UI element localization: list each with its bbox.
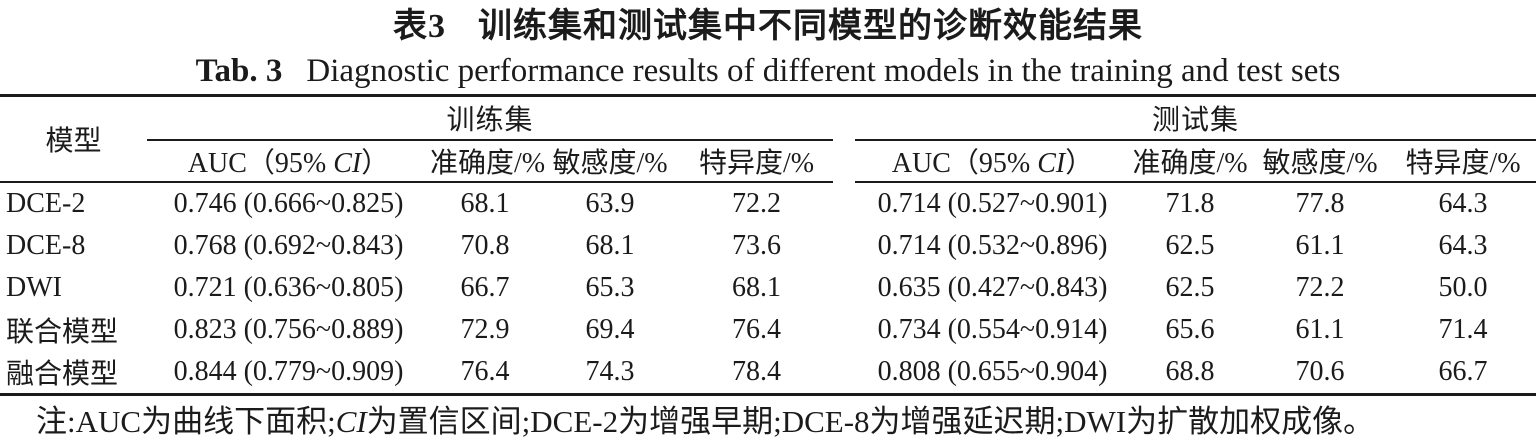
cell-train-specificity: 73.6	[732, 230, 781, 261]
cell-test-auc: 0.714 (0.527~0.901)	[877, 188, 1108, 219]
column-header-test-specificity: 特异度/%	[1390, 141, 1536, 183]
cell-model-name: DCE-8	[6, 230, 86, 261]
cell-model-name: 融合模型	[6, 359, 119, 390]
header-group-row: 模型 训练集 测试集	[0, 97, 1536, 183]
cell-model-name: DWI	[6, 272, 62, 303]
column-header-train-sensitivity: 敏感度/%	[540, 141, 680, 183]
table-row: DWI 0.721 (0.636~0.805) 66.7 65.3 68.1 0…	[0, 267, 1536, 309]
cell-test-specificity: 66.7	[1438, 356, 1488, 387]
performance-table: 模型 训练集 测试集 AUC（95% CI） 准确度/% 敏感度/% 特异度/%…	[0, 94, 1536, 396]
cell-train-auc: 0.844 (0.779~0.909)	[173, 356, 404, 387]
cell-train-accuracy: 72.9	[460, 314, 510, 345]
column-gap	[833, 267, 855, 309]
cell-test-specificity: 71.4	[1438, 314, 1488, 345]
cell-test-auc: 0.808 (0.655~0.904)	[877, 356, 1108, 387]
footnote-ci-italic: CI	[335, 404, 367, 439]
column-header-train-accuracy: 准确度/%	[430, 141, 545, 183]
column-gap	[833, 225, 855, 267]
cell-test-sensitivity: 61.1	[1295, 314, 1345, 345]
cell-test-auc: 0.714 (0.532~0.896)	[877, 230, 1108, 261]
column-group-test-set: 测试集	[855, 97, 1536, 141]
cell-train-auc: 0.746 (0.666~0.825)	[173, 188, 404, 219]
table-caption-zh: 表3 训练集和测试集中不同模型的诊断效能结果	[0, 0, 1536, 50]
cell-train-specificity: 76.4	[732, 314, 781, 345]
auc-label-close: ）	[361, 148, 390, 179]
cell-train-accuracy: 66.7	[460, 272, 510, 303]
cell-train-auc: 0.768 (0.692~0.843)	[173, 230, 404, 261]
footnote-text-before-ci: 注:AUC为曲线下面积;	[36, 404, 336, 439]
cell-train-specificity: 68.1	[732, 272, 781, 303]
cell-train-auc: 0.823 (0.756~0.889)	[173, 314, 404, 345]
cell-test-accuracy: 62.5	[1165, 272, 1215, 303]
header-metric-row: AUC（95% CI） 准确度/% 敏感度/% 特异度/% AUC（95% CI…	[0, 141, 1536, 183]
table-body: DCE-2 0.746 (0.666~0.825) 68.1 63.9 72.2…	[0, 183, 1536, 393]
cell-test-accuracy: 62.5	[1165, 230, 1215, 261]
cell-train-sensitivity: 63.9	[585, 188, 635, 219]
table-title-en: Diagnostic performance results of differ…	[306, 53, 1341, 89]
cell-test-accuracy: 71.8	[1165, 188, 1215, 219]
column-header-test-accuracy: 准确度/%	[1130, 141, 1251, 183]
cell-test-sensitivity: 72.2	[1295, 272, 1345, 303]
cell-train-sensitivity: 65.3	[585, 272, 635, 303]
cell-train-accuracy: 76.4	[460, 356, 510, 387]
table-caption-en: Tab. 3 Diagnostic performance results of …	[0, 50, 1536, 94]
cell-train-sensitivity: 69.4	[585, 314, 635, 345]
table-row: 联合模型 0.823 (0.756~0.889) 72.9 69.4 76.4 …	[0, 309, 1536, 351]
column-header-test-auc: AUC（95% CI）	[855, 141, 1131, 183]
table-row: 融合模型 0.844 (0.779~0.909) 76.4 74.3 78.4 …	[0, 351, 1536, 393]
cell-test-auc: 0.734 (0.554~0.914)	[877, 314, 1108, 345]
ci-italic-text: CI	[1037, 148, 1066, 179]
cell-model-name: DCE-2	[6, 188, 86, 219]
table-footnote: 注:AUC为曲线下面积;CI为置信区间;DCE-2为增强早期;DCE-8为增强延…	[0, 396, 1536, 442]
table-number-en: Tab. 3	[195, 53, 283, 89]
cell-train-specificity: 72.2	[732, 188, 781, 219]
column-gap	[833, 183, 855, 225]
cell-train-sensitivity: 74.3	[585, 356, 635, 387]
auc-label-text: AUC（95%	[891, 148, 1038, 179]
cell-test-specificity: 64.3	[1438, 230, 1488, 261]
cell-test-sensitivity: 77.8	[1295, 188, 1345, 219]
column-gap	[833, 351, 855, 393]
auc-label-close: ）	[1065, 148, 1094, 179]
column-header-train-auc: AUC（95% CI）	[147, 141, 430, 183]
table-row: DCE-2 0.746 (0.666~0.825) 68.1 63.9 72.2…	[0, 183, 1536, 225]
cell-test-auc: 0.635 (0.427~0.843)	[877, 272, 1108, 303]
cell-train-sensitivity: 68.1	[585, 230, 635, 261]
ci-italic-text: CI	[333, 148, 362, 179]
cell-train-accuracy: 68.1	[460, 188, 510, 219]
cell-model-name: 联合模型	[6, 317, 119, 348]
table-number-zh: 表3	[393, 8, 446, 45]
column-header-train-specificity: 特异度/%	[680, 141, 834, 183]
cell-train-specificity: 78.4	[732, 356, 781, 387]
cell-test-specificity: 50.0	[1438, 272, 1488, 303]
cell-train-auc: 0.721 (0.636~0.805)	[173, 272, 404, 303]
column-gap	[833, 97, 855, 183]
cell-test-specificity: 64.3	[1438, 188, 1488, 219]
column-group-training-set: 训练集	[147, 97, 834, 141]
column-header-model: 模型	[0, 97, 147, 183]
column-gap	[833, 309, 855, 351]
table-row: DCE-8 0.768 (0.692~0.843) 70.8 68.1 73.6…	[0, 225, 1536, 267]
table-title-zh: 训练集和测试集中不同模型的诊断效能结果	[478, 8, 1143, 45]
footnote-text-after-ci: 为置信区间;DCE-2为增强早期;DCE-8为增强延迟期;DWI为扩散加权成像。	[366, 404, 1375, 439]
auc-label-text: AUC（95%	[187, 148, 334, 179]
cell-test-sensitivity: 61.1	[1295, 230, 1345, 261]
cell-test-sensitivity: 70.6	[1295, 356, 1345, 387]
cell-test-accuracy: 68.8	[1165, 356, 1215, 387]
column-header-test-sensitivity: 敏感度/%	[1250, 141, 1391, 183]
cell-train-accuracy: 70.8	[460, 230, 510, 261]
cell-test-accuracy: 65.6	[1165, 314, 1215, 345]
